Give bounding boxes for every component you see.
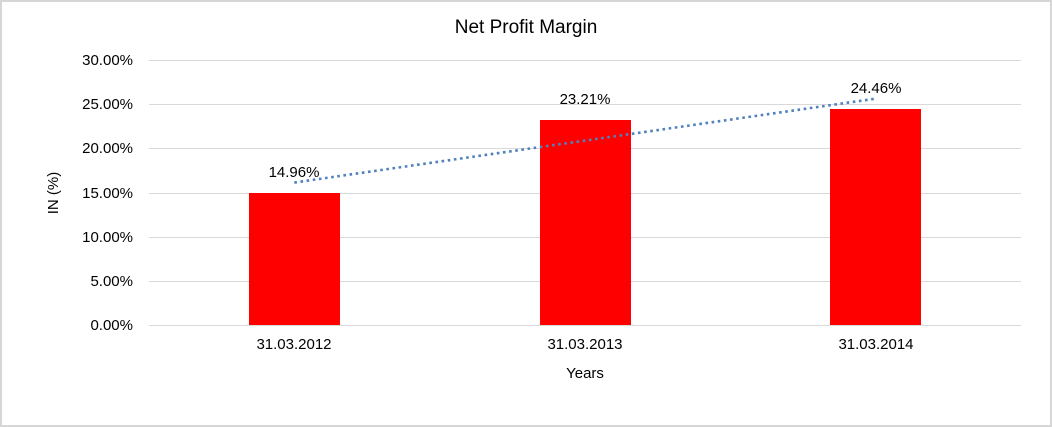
x-tick-label: 31.03.2014 <box>838 336 914 353</box>
x-axis-title: Years <box>566 365 604 382</box>
y-tick-label: 5.00% <box>90 273 133 290</box>
bar <box>830 109 921 325</box>
x-tick-label: 31.03.2012 <box>256 336 332 353</box>
y-tick-label: 25.00% <box>82 96 133 113</box>
gridline <box>149 60 1021 61</box>
bar-data-label: 23.21% <box>559 91 611 108</box>
y-tick-label: 30.00% <box>82 52 133 69</box>
y-tick-label: 15.00% <box>82 185 133 202</box>
chart-title: Net Profit Margin <box>454 17 598 38</box>
bar <box>249 193 340 325</box>
y-tick-label: 0.00% <box>90 317 133 334</box>
x-tick-label: 31.03.2013 <box>547 336 623 353</box>
y-tick-label: 10.00% <box>82 229 133 246</box>
bar <box>540 120 631 325</box>
bar-data-label: 24.46% <box>850 80 902 97</box>
gridline <box>149 325 1021 326</box>
y-tick-label: 20.00% <box>82 140 133 157</box>
bar-data-label: 14.96% <box>268 164 320 181</box>
